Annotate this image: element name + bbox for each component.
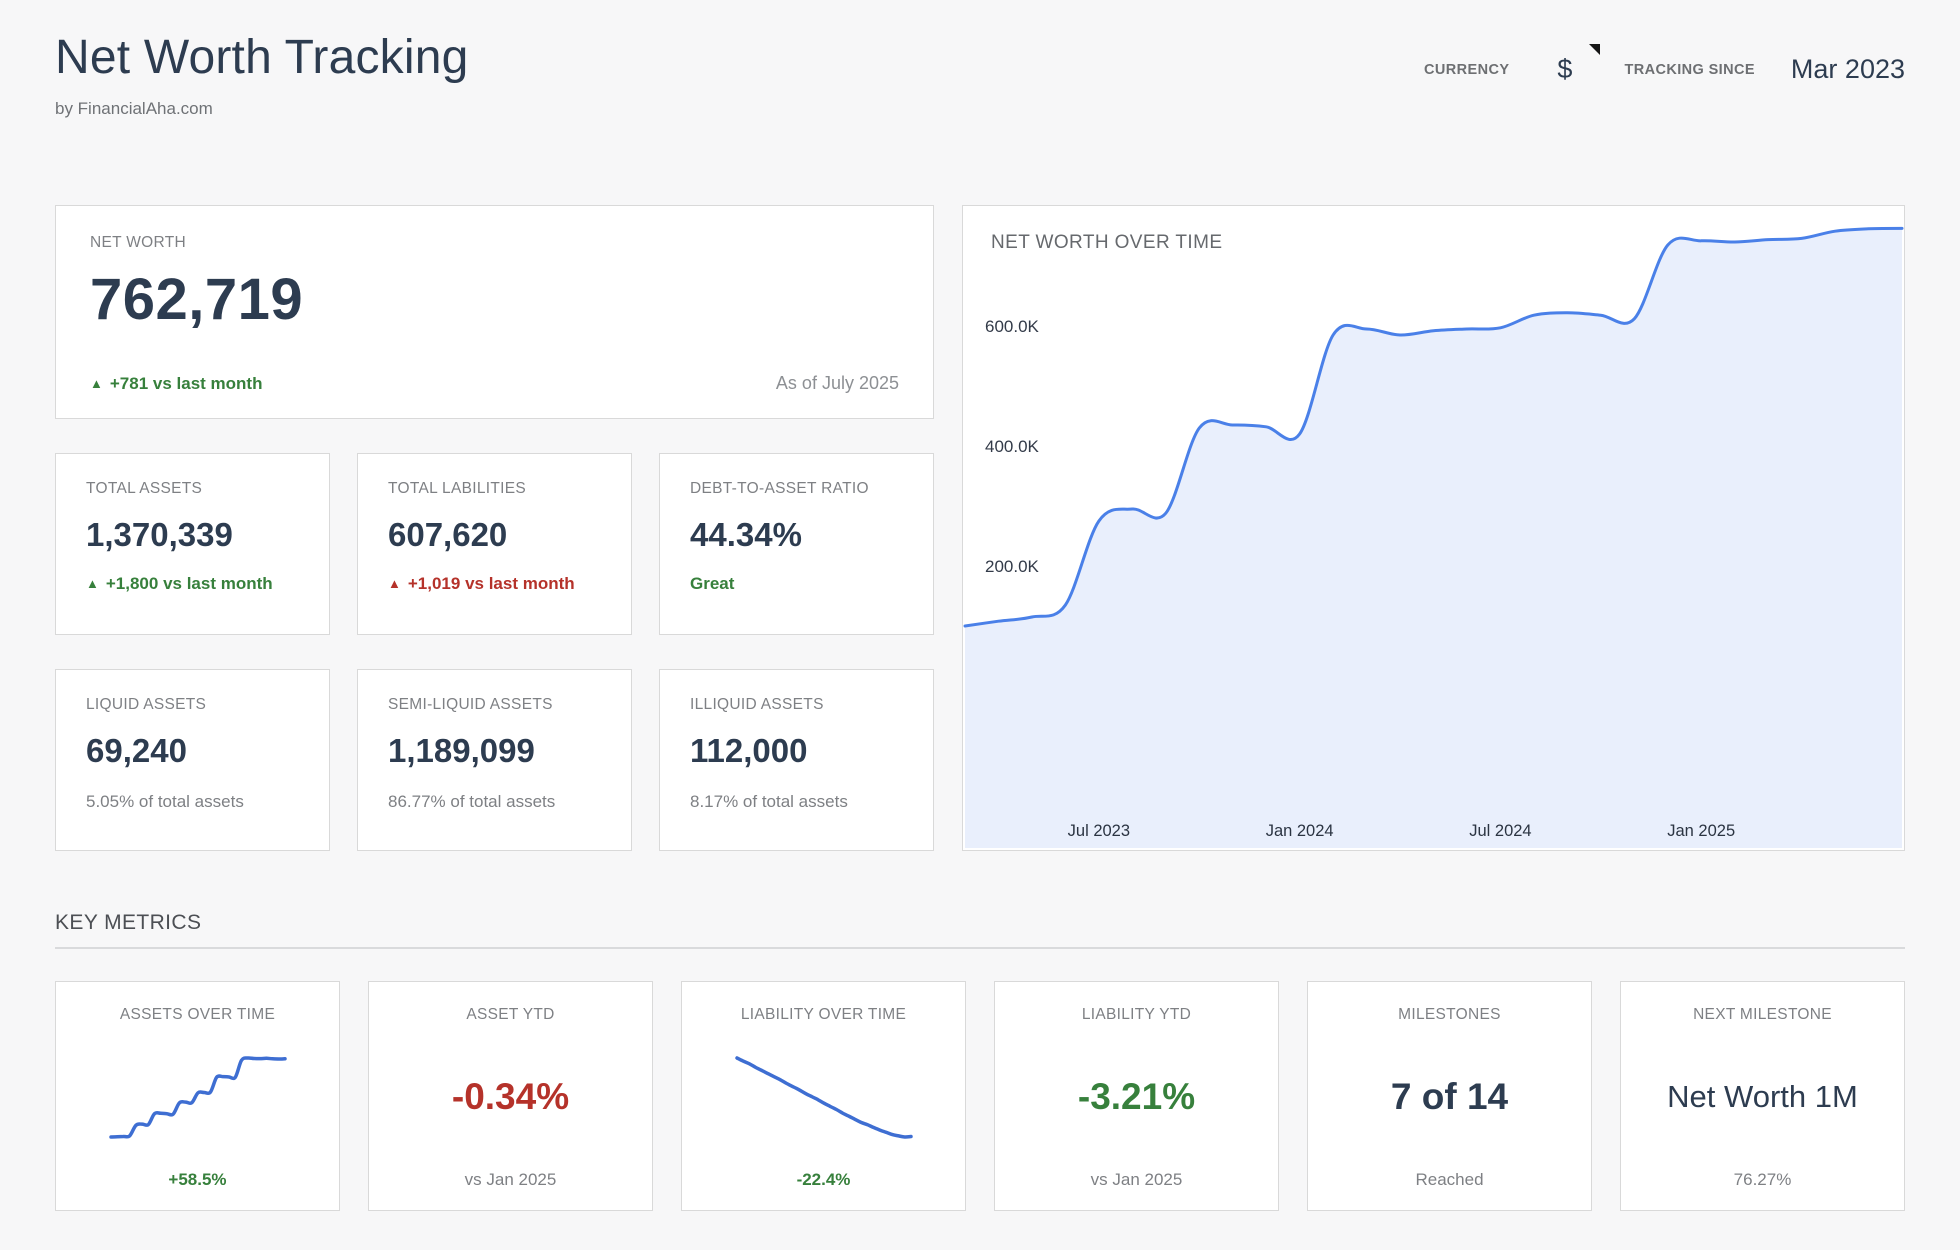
next-milestone-label: NEXT MILESTONE xyxy=(1693,1006,1832,1023)
liability-ytd-baseline: vs Jan 2025 xyxy=(1090,1170,1183,1189)
liability-over-time-body xyxy=(696,1024,951,1170)
key-metrics-row: ASSETS OVER TIME +58.5% ASSET YTD -0.34%… xyxy=(55,981,1905,1211)
total-assets-delta: ▲ +1,800 vs last month xyxy=(86,574,299,594)
net-worth-value: 762,719 xyxy=(90,267,304,332)
total-assets-delta-text: +1,800 vs last month xyxy=(105,574,273,593)
assets-over-time-label: ASSETS OVER TIME xyxy=(119,1006,276,1023)
total-liabilities-label: TOTAL LABILITIES xyxy=(388,480,527,497)
assets-over-time-change: +58.5% xyxy=(168,1170,227,1189)
header: Net Worth Tracking by FinancialAha.com C… xyxy=(0,0,1960,119)
debt-to-asset-ratio-card: DEBT-TO-ASSET RATIO 44.34% Great xyxy=(659,453,934,635)
currency-value[interactable]: $ xyxy=(1557,54,1573,84)
asset-ytd-body: -0.34% xyxy=(383,1024,638,1170)
debt-to-asset-ratio-label: DEBT-TO-ASSET RATIO xyxy=(690,480,869,497)
liability-over-time-label: LIABILITY OVER TIME xyxy=(740,1006,907,1023)
liability-over-time-change: -22.4% xyxy=(796,1170,851,1189)
liquid-assets-card: LIQUID ASSETS 69,240 5.05% of total asse… xyxy=(55,669,330,851)
stats-column: NET WORTH 762,719 ▲ +781 vs last month As… xyxy=(55,205,934,851)
km-card-next-milestone: NEXT MILESTONE Net Worth 1M 76.27% xyxy=(1620,981,1905,1211)
debt-to-asset-ratio-status-text: Great xyxy=(690,574,735,593)
milestones-value: 7 of 14 xyxy=(1390,1076,1509,1117)
svg-text:400.0K: 400.0K xyxy=(985,437,1040,456)
net-worth-card: NET WORTH 762,719 ▲ +781 vs last month As… xyxy=(55,205,934,419)
semi-liquid-assets-label: SEMI-LIQUID ASSETS xyxy=(388,696,553,713)
liquid-assets-value: 69,240 xyxy=(86,732,187,769)
milestones-body: 7 of 14 xyxy=(1322,1024,1577,1170)
asset-breakdown-row: LIQUID ASSETS 69,240 5.05% of total asse… xyxy=(55,669,934,851)
svg-text:Jan 2024: Jan 2024 xyxy=(1266,822,1334,840)
total-assets-value: 1,370,339 xyxy=(86,516,233,553)
assets-sparkline-chart xyxy=(108,1055,287,1139)
semi-liquid-assets-share: 86.77% of total assets xyxy=(388,792,556,811)
illiquid-assets-label: ILLIQUID ASSETS xyxy=(690,696,824,713)
next-milestone-body: Net Worth 1M xyxy=(1635,1024,1890,1170)
illiquid-assets-card: ILLIQUID ASSETS 112,000 8.17% of total a… xyxy=(659,669,934,851)
km-card-milestones: MILESTONES 7 of 14 Reached xyxy=(1307,981,1592,1211)
header-meta: CURRENCY $ TRACKING SINCE Mar 2023 xyxy=(1424,44,1905,85)
triangle-up-icon: ▲ xyxy=(86,576,99,591)
asset-ytd-label: ASSET YTD xyxy=(466,1006,555,1023)
liquid-assets-label: LIQUID ASSETS xyxy=(86,696,207,713)
key-metrics-heading: KEY METRICS xyxy=(55,911,1905,949)
debt-to-asset-ratio-value: 44.34% xyxy=(690,516,802,553)
svg-text:Jul 2023: Jul 2023 xyxy=(1068,822,1130,840)
currency-label: CURRENCY xyxy=(1424,61,1510,78)
asset-ytd-value: -0.34% xyxy=(451,1076,570,1117)
net-worth-chart-card: NET WORTH OVER TIME 600.0K 400.0K 200.0K Ju… xyxy=(962,205,1905,851)
svg-text:Jul 2024: Jul 2024 xyxy=(1469,822,1531,840)
assets-over-time-body xyxy=(70,1024,325,1170)
illiquid-assets-share: 8.17% of total assets xyxy=(690,792,848,811)
liability-ytd-body: -3.21% xyxy=(1009,1024,1264,1170)
tracking-since-value: Mar 2023 xyxy=(1790,54,1905,84)
asset-ytd-baseline: vs Jan 2025 xyxy=(464,1170,557,1189)
total-liabilities-value: 607,620 xyxy=(388,516,508,553)
currency-cell[interactable]: $ xyxy=(1557,44,1601,85)
chart-title: NET WORTH OVER TIME xyxy=(991,232,1223,253)
net-worth-footer: ▲ +781 vs last month As of July 2025 xyxy=(90,373,899,394)
svg-text:Jan 2025: Jan 2025 xyxy=(1667,822,1735,840)
svg-text:200.0K: 200.0K xyxy=(985,557,1040,576)
liability-ytd-value: -3.21% xyxy=(1077,1076,1196,1117)
key-metrics-section: KEY METRICS ASSETS OVER TIME +58.5% ASSE… xyxy=(0,911,1960,1211)
liability-ytd-label: LIABILITY YTD xyxy=(1081,1006,1192,1023)
semi-liquid-assets-value: 1,189,099 xyxy=(388,732,535,769)
note-marker-icon xyxy=(1589,44,1601,55)
net-worth-delta-text: +781 vs last month xyxy=(109,374,263,393)
svg-text:600.0K: 600.0K xyxy=(985,317,1040,336)
as-of-date: As of July 2025 xyxy=(775,373,899,393)
debt-to-asset-ratio-status: Great xyxy=(690,574,903,594)
total-liabilities-card: TOTAL LABILITIES 607,620 ▲ +1,019 vs last… xyxy=(357,453,632,635)
totals-row: TOTAL ASSETS 1,370,339 ▲ +1,800 vs last m… xyxy=(55,453,934,635)
main-grid: NET WORTH 762,719 ▲ +781 vs last month As… xyxy=(0,205,1960,851)
net-worth-delta: ▲ +781 vs last month xyxy=(90,374,262,394)
liquid-assets-share: 5.05% of total assets xyxy=(86,792,244,811)
total-liabilities-delta-text: +1,019 vs last month xyxy=(407,574,575,593)
total-liabilities-delta: ▲ +1,019 vs last month xyxy=(388,574,601,594)
semi-liquid-assets-card: SEMI-LIQUID ASSETS 1,189,099 86.77% of t… xyxy=(357,669,632,851)
liability-sparkline-chart xyxy=(734,1055,913,1139)
tracking-since-label: TRACKING SINCE xyxy=(1624,61,1755,78)
illiquid-assets-value: 112,000 xyxy=(690,732,808,769)
km-card-liability-over-time: LIABILITY OVER TIME -22.4% xyxy=(681,981,966,1211)
page-title: Net Worth Tracking xyxy=(55,31,469,84)
km-card-liability-ytd: LIABILITY YTD -3.21% vs Jan 2025 xyxy=(994,981,1279,1211)
next-milestone-progress: 76.27% xyxy=(1733,1170,1792,1189)
km-card-asset-ytd: ASSET YTD -0.34% vs Jan 2025 xyxy=(368,981,653,1211)
total-assets-label: TOTAL ASSETS xyxy=(86,480,203,497)
triangle-up-icon: ▲ xyxy=(90,376,103,391)
header-left: Net Worth Tracking by FinancialAha.com xyxy=(55,30,469,119)
total-assets-card: TOTAL ASSETS 1,370,339 ▲ +1,800 vs last m… xyxy=(55,453,330,635)
triangle-up-icon: ▲ xyxy=(388,576,401,591)
milestones-label: MILESTONES xyxy=(1398,1006,1501,1023)
page-subtitle: by FinancialAha.com xyxy=(55,99,213,118)
next-milestone-value: Net Worth 1M xyxy=(1667,1079,1858,1114)
net-worth-area-chart[interactable]: 600.0K 400.0K 200.0K Jul 2023 Jan 2024 Jul 20… xyxy=(963,206,1904,850)
milestones-status: Reached xyxy=(1415,1170,1484,1189)
net-worth-label: NET WORTH xyxy=(90,234,186,251)
km-card-assets-over-time: ASSETS OVER TIME +58.5% xyxy=(55,981,340,1211)
